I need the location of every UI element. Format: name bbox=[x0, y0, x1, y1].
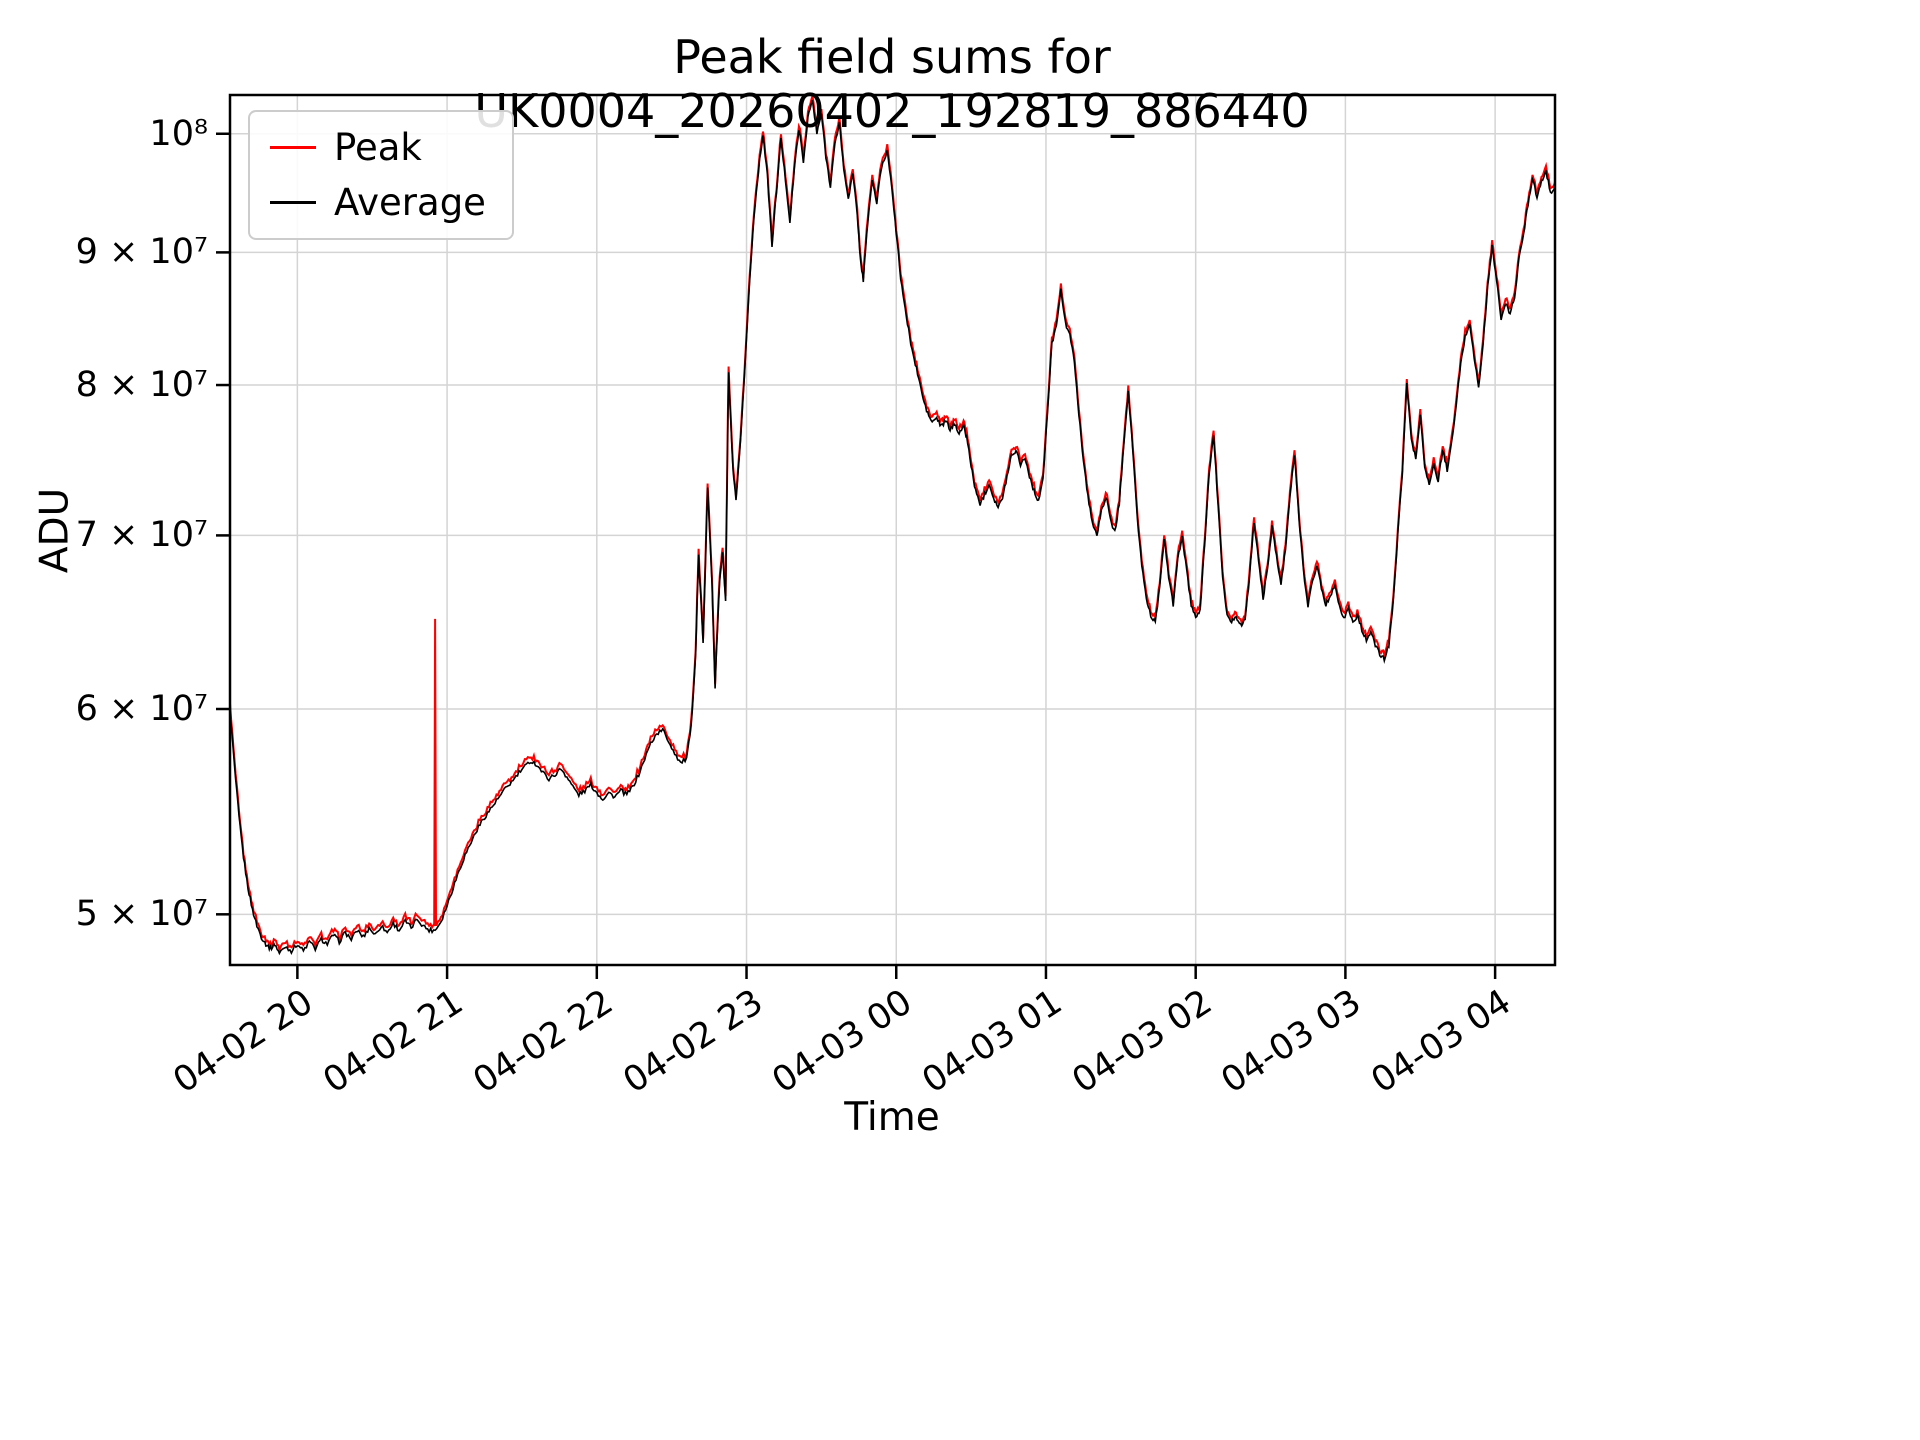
y-tick-label: 6 × 10⁷ bbox=[75, 689, 208, 729]
legend-label-average: Average bbox=[334, 181, 486, 224]
average-series-line bbox=[230, 99, 1555, 956]
y-tick-label: 9 × 10⁷ bbox=[75, 232, 208, 273]
average-line-swatch bbox=[270, 201, 316, 204]
legend-item-average: Average bbox=[270, 181, 486, 224]
legend-item-peak: Peak bbox=[270, 126, 486, 169]
peak-line-swatch bbox=[270, 146, 316, 149]
y-tick-label: 10⁸ bbox=[149, 113, 208, 154]
axis-spine bbox=[228, 93, 1557, 967]
legend: Peak Average bbox=[248, 110, 514, 240]
chart-title: Peak field sums for UK0004_20260402_1928… bbox=[474, 30, 1310, 138]
y-tick-label: 7 × 10⁷ bbox=[75, 515, 208, 556]
peak-series-line bbox=[230, 95, 1555, 954]
y-tick-label: 8 × 10⁷ bbox=[75, 365, 208, 406]
x-axis-label: Time bbox=[844, 1095, 940, 1140]
y-tick-label: 5 × 10⁷ bbox=[75, 894, 208, 935]
legend-label-peak: Peak bbox=[334, 126, 422, 169]
